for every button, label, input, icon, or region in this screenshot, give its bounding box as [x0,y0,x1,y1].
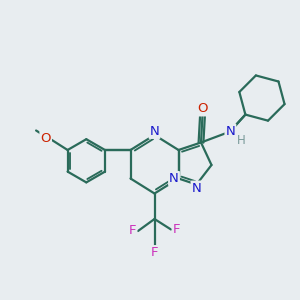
Text: N: N [150,125,159,138]
Text: F: F [129,224,136,238]
Text: N: N [169,172,179,185]
Text: N: N [192,182,201,195]
Text: O: O [40,131,51,145]
Text: F: F [151,246,158,259]
Text: F: F [173,223,180,236]
Text: H: H [237,134,246,147]
Text: N: N [226,124,235,138]
Text: O: O [197,102,208,116]
